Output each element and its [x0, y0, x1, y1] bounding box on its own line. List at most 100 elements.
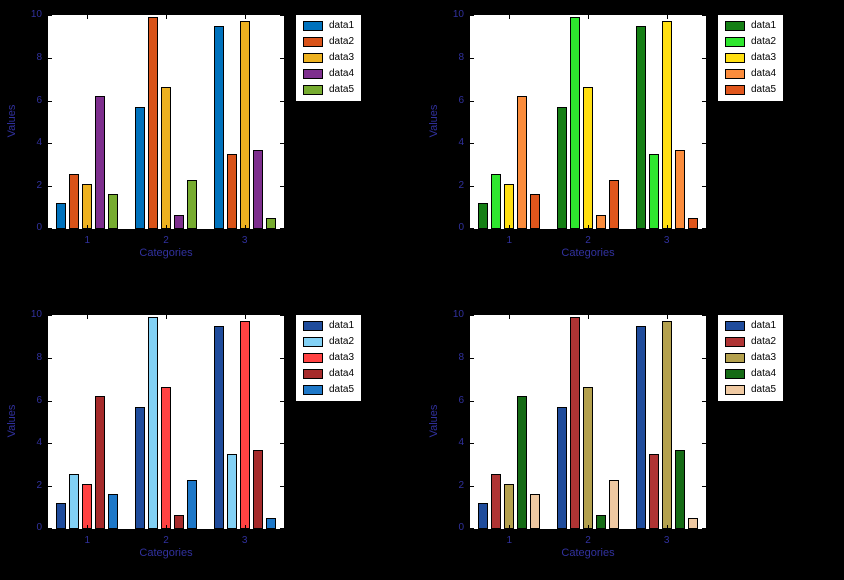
- legend-swatch: [303, 337, 323, 347]
- legend-label: data2: [751, 336, 777, 347]
- y-tick-label: 0: [458, 522, 464, 533]
- y-tick-label: 2: [36, 480, 42, 492]
- y-tick-mark: [702, 315, 706, 316]
- bar-data4-cat1: [517, 96, 528, 229]
- legend-item: data5: [303, 85, 354, 95]
- bar-data3-cat2: [161, 387, 171, 529]
- legend-item: data2: [725, 337, 776, 347]
- bar-data2-cat1: [491, 174, 502, 229]
- x-axis-label: Categories: [139, 547, 193, 559]
- x-tick-mark: [87, 315, 89, 319]
- legend-item: data5: [725, 85, 776, 95]
- bar-data1-cat3: [635, 26, 646, 229]
- bar-data4-cat2: [174, 515, 184, 529]
- bar-data5-cat1: [530, 494, 541, 529]
- legend-item: data3: [725, 353, 776, 363]
- y-tick-mark: [280, 143, 284, 145]
- x-tick-mark: [87, 15, 89, 19]
- x-tick-label: 2: [163, 535, 169, 546]
- subplot-bottom-left: Values Categories data1 data2 data3 data4 da…: [0, 290, 422, 580]
- x-tick-mark: [588, 15, 589, 19]
- bar-data5-cat3: [687, 218, 698, 229]
- legend-item: data4: [725, 369, 776, 379]
- y-tick-label: 8: [458, 51, 464, 63]
- y-tick-mark: [48, 315, 52, 316]
- x-tick-label: 1: [506, 235, 513, 246]
- y-tick-mark: [280, 228, 284, 229]
- legend-label: data5: [751, 84, 777, 95]
- x-tick-mark: [244, 15, 246, 19]
- x-tick-mark: [666, 15, 668, 19]
- bar-data4-cat2: [596, 215, 606, 229]
- legend-item: data1: [725, 321, 776, 331]
- bar-data4-cat1: [517, 396, 528, 529]
- bar-data3-cat2: [583, 387, 593, 529]
- legend-label: data5: [329, 84, 355, 95]
- legend-swatch: [303, 37, 323, 47]
- legend-label: data4: [751, 68, 777, 79]
- bar-data2-cat3: [226, 154, 237, 229]
- legend-item: data4: [303, 369, 354, 379]
- x-axis-label: Categories: [561, 547, 615, 559]
- x-tick-mark: [588, 525, 589, 529]
- bar-data3-cat1: [504, 184, 515, 229]
- bar-data5-cat2: [609, 480, 619, 529]
- subplot-top-left: Values Categories data1 data2 data3 data4 da…: [0, 0, 422, 290]
- y-tick-mark: [48, 143, 52, 145]
- bar-data5-cat3: [687, 518, 698, 529]
- y-tick-mark: [280, 400, 284, 402]
- bar-data5-cat3: [265, 518, 276, 529]
- legend-label: data1: [751, 20, 777, 31]
- y-tick-label: 0: [36, 222, 42, 233]
- bar-data3-cat1: [82, 184, 93, 229]
- y-tick-label: 0: [458, 222, 464, 233]
- legend-item: data2: [725, 37, 776, 47]
- bar-data1-cat2: [557, 107, 567, 229]
- y-tick-mark: [470, 315, 474, 316]
- legend: data1 data2 data3 data4 data5: [717, 14, 785, 102]
- legend-item: data3: [303, 353, 354, 363]
- bar-data2-cat1: [491, 474, 502, 529]
- legend-label: data2: [751, 36, 777, 47]
- x-tick-mark: [87, 225, 89, 229]
- legend-swatch: [725, 85, 745, 95]
- x-tick-mark: [666, 225, 668, 229]
- y-tick-label: 4: [36, 437, 42, 449]
- plot-area: [47, 314, 285, 530]
- bar-data4-cat3: [674, 450, 685, 529]
- legend-swatch: [725, 321, 745, 331]
- x-tick-label: 3: [241, 535, 248, 546]
- y-tick-mark: [702, 400, 706, 402]
- bar-data3-cat2: [583, 87, 593, 229]
- bar-data3-cat1: [504, 484, 515, 529]
- y-axis-label: Values: [6, 404, 18, 438]
- legend-item: data3: [725, 53, 776, 63]
- y-tick-label: 6: [36, 94, 42, 106]
- x-tick-label: 2: [585, 235, 591, 246]
- legend-item: data5: [303, 385, 354, 395]
- legend-swatch: [303, 321, 323, 331]
- y-tick-mark: [48, 15, 52, 16]
- legend-label: data4: [751, 368, 777, 379]
- legend-label: data3: [751, 52, 777, 63]
- x-tick-mark: [666, 525, 668, 529]
- x-tick-mark: [588, 315, 589, 319]
- y-tick-mark: [48, 57, 52, 59]
- y-tick-mark: [470, 443, 474, 445]
- bar-data5-cat2: [187, 180, 197, 229]
- x-axis-label: Categories: [139, 247, 193, 259]
- subplot-bottom-right: Values Categories data1 data2 data3 data4 da…: [422, 290, 844, 580]
- bar-data4-cat1: [95, 96, 106, 229]
- legend-swatch: [303, 85, 323, 95]
- bar-data5-cat1: [108, 494, 119, 529]
- y-tick-mark: [48, 228, 52, 229]
- bar-data1-cat3: [635, 326, 646, 529]
- bar-data4-cat2: [596, 515, 606, 529]
- y-tick-mark: [470, 143, 474, 145]
- bar-data1-cat3: [213, 326, 224, 529]
- legend-item: data1: [303, 21, 354, 31]
- bar-data2-cat2: [570, 17, 580, 229]
- x-tick-mark: [244, 225, 246, 229]
- legend-label: data1: [329, 320, 355, 331]
